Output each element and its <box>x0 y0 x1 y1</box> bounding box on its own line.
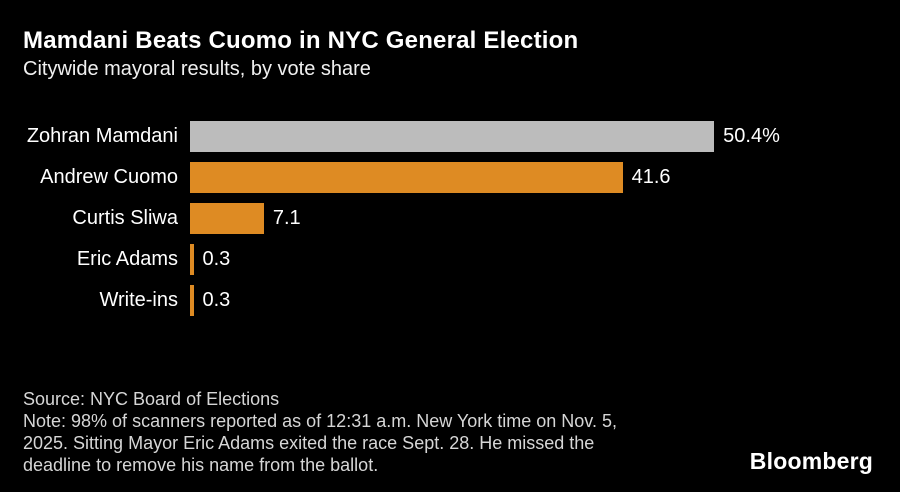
bar-segment <box>190 285 194 316</box>
bar-segment <box>190 244 194 275</box>
bar-value: 41.6 <box>631 166 671 188</box>
bar-track: 0.3 <box>190 285 890 316</box>
bar-segment <box>190 162 623 193</box>
bar-value: 50.4% <box>723 125 780 147</box>
source-note: Source: NYC Board of Elections <box>23 389 280 409</box>
note-line: Note: 98% of scanners reported as of 12:… <box>23 411 617 431</box>
bar-track: 0.3 <box>190 244 890 275</box>
bar-track: 50.4% <box>190 121 890 152</box>
bar-row: Curtis Sliwa 7.1 <box>23 203 890 234</box>
note-line: deadline to remove his name from the bal… <box>23 455 379 475</box>
bar-segment <box>190 203 264 234</box>
bar-label: Zohran Mamdani <box>26 125 178 147</box>
chart-title: Mamdani Beats Cuomo in NYC General Elect… <box>23 27 579 54</box>
bar-row: Andrew Cuomo 41.6 <box>23 162 890 193</box>
bar-label: Andrew Cuomo <box>40 166 178 188</box>
bar-chart: Zohran Mamdani 50.4% Andrew Cuomo 41.6 Curti… <box>23 121 890 326</box>
bar-label: Curtis Sliwa <box>72 207 178 229</box>
chart-subtitle: Citywide mayoral results, by vote share <box>23 58 371 80</box>
bar-row: Write-ins 0.3 <box>23 285 890 316</box>
bar-value: 0.3 <box>202 248 231 270</box>
footer-notes: Source: NYC Board of Elections Note: 98%… <box>23 388 617 476</box>
bloomberg-logo: Bloomberg <box>749 448 873 474</box>
bar-row: Eric Adams 0.3 <box>23 244 890 275</box>
bar-label: Eric Adams <box>76 248 178 270</box>
note-line: 2025. Sitting Mayor Eric Adams exited th… <box>23 433 595 453</box>
bar-track: 41.6 <box>190 162 890 193</box>
bar-segment <box>190 121 715 152</box>
bar-track: 7.1 <box>190 203 890 234</box>
note-text: Note: 98% of scanners reported as of 12:… <box>23 410 617 476</box>
bar-value: 0.3 <box>202 289 231 311</box>
bar-row: Zohran Mamdani 50.4% <box>23 121 890 152</box>
bar-value: 7.1 <box>272 207 301 229</box>
bar-label: Write-ins <box>99 289 178 311</box>
